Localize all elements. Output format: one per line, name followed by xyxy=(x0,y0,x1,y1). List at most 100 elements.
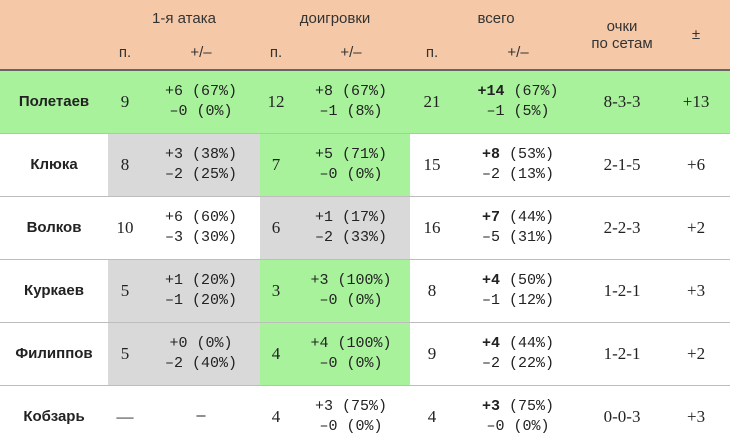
total-count: 16 xyxy=(410,195,455,259)
total-plus: +3 (75%) xyxy=(454,397,582,417)
header-sub-n: п. xyxy=(269,44,283,61)
plus-minus-total: +13 xyxy=(662,69,730,133)
total-minus: –1 (5%) xyxy=(486,102,550,120)
digs-plus: +8 (67%) xyxy=(315,82,388,100)
digs-plus: +3 (100%) xyxy=(310,271,392,289)
attack-plus: +3 (38%) xyxy=(165,145,238,163)
player-name: Кобзарь xyxy=(0,384,108,448)
digs-plus-minus: +3 (75%) –0 (0%) xyxy=(292,384,411,448)
attack-minus: –2 (25%) xyxy=(165,165,238,183)
player-name: Полетаев xyxy=(0,69,108,133)
total-minus: –1 (12%) xyxy=(482,291,555,309)
plus-minus-total: +3 xyxy=(662,384,730,448)
total-plus-percent: (44%) xyxy=(500,208,555,226)
set-points: 1-2-1 xyxy=(582,258,663,322)
digs-minus: –1 (8%) xyxy=(319,102,383,120)
header-first-attack: 1-я атака xyxy=(152,9,216,27)
total-plus-percent: (53%) xyxy=(500,145,555,163)
header-row-groups: 1-я атака доигровки всего очки по сетам … xyxy=(0,0,730,52)
total-plus-percent: (75%) xyxy=(500,397,555,415)
table-row: Клюка 8 +3 (38%) –2 (25%) 7 +5 (71%) –0 … xyxy=(0,132,730,196)
digs-plus: +4 (100%) xyxy=(310,334,392,352)
plus-minus-total: +3 xyxy=(662,258,730,322)
total-plus-value: +4 xyxy=(482,334,501,352)
digs-minus: –0 (0%) xyxy=(319,291,383,309)
header-blank-2 xyxy=(0,36,108,70)
table-body: Полетаев 9 +6 (67%) –0 (0%) 12 +8 (67%) … xyxy=(0,69,730,448)
digs-count: 4 xyxy=(260,384,293,448)
attack-plus-minus: +6 (60%) –3 (30%) xyxy=(142,195,261,259)
digs-plus: +3 (75%) xyxy=(315,397,388,415)
player-name: Куркаев xyxy=(0,258,108,322)
attack-plus-minus: +0 (0%) –2 (40%) xyxy=(142,321,261,385)
attack-plus-minus: +3 (38%) –2 (25%) xyxy=(142,132,261,196)
set-points: 2-2-3 xyxy=(582,195,663,259)
player-name: Волков xyxy=(0,195,108,259)
plus-minus-total: +2 xyxy=(662,195,730,259)
attack-count: — xyxy=(108,384,142,448)
digs-plus-minus: +5 (71%) –0 (0%) xyxy=(292,132,411,196)
digs-plus-minus: +3 (100%) –0 (0%) xyxy=(292,258,411,322)
digs-plus: +5 (71%) xyxy=(315,145,388,163)
attack-minus: –0 (0%) xyxy=(169,102,233,120)
table-row: Кобзарь — — 4 +3 (75%) –0 (0%) 4 +3 (75%… xyxy=(0,384,730,448)
header-sub-pm: +/– xyxy=(340,44,362,61)
total-minus: –2 (22%) xyxy=(482,354,555,372)
table-row: Филиппов 5 +0 (0%) –2 (40%) 4 +4 (100%) … xyxy=(0,321,730,385)
digs-plus-minus: +1 (17%) –2 (33%) xyxy=(292,195,411,259)
total-plus-value: +7 xyxy=(482,208,501,226)
total-plus: +4 (44%) xyxy=(454,334,582,354)
attack-plus: +6 (60%) xyxy=(165,208,238,226)
total-plus-percent: (67%) xyxy=(504,82,559,100)
attack-plus-minus: +6 (67%) –0 (0%) xyxy=(142,69,261,133)
header-sub-pm: +/– xyxy=(507,44,529,61)
total-plus-value: +8 xyxy=(482,145,501,163)
digs-minus: –0 (0%) xyxy=(319,417,383,435)
player-name: Филиппов xyxy=(0,321,108,385)
total-minus: –5 (31%) xyxy=(482,228,555,246)
total-count: 9 xyxy=(410,321,455,385)
total-plus: +7 (44%) xyxy=(454,208,582,228)
header-sub-n: п. xyxy=(118,44,132,61)
digs-plus: +1 (17%) xyxy=(315,208,388,226)
attack-plus: +0 (0%) xyxy=(169,334,233,352)
total-plus-minus: +4 (50%) –1 (12%) xyxy=(454,258,583,322)
total-plus-minus: +4 (44%) –2 (22%) xyxy=(454,321,583,385)
total-plus-percent: (44%) xyxy=(500,334,555,352)
digs-minus: –0 (0%) xyxy=(319,165,383,183)
total-minus: –0 (0%) xyxy=(486,417,550,435)
attack-plus: — xyxy=(196,407,206,425)
table-row: Полетаев 9 +6 (67%) –0 (0%) 12 +8 (67%) … xyxy=(0,69,730,133)
player-name: Клюка xyxy=(0,132,108,196)
attack-plus-minus: — xyxy=(142,384,261,448)
digs-plus-minus: +8 (67%) –1 (8%) xyxy=(292,69,411,133)
table-row: Волков 10 +6 (60%) –3 (30%) 6 +1 (17%) –… xyxy=(0,195,730,259)
total-plus-value: +3 xyxy=(482,397,501,415)
attack-count: 10 xyxy=(108,195,142,259)
attack-count: 9 xyxy=(108,69,142,133)
total-plus-value: +14 xyxy=(477,82,505,100)
total-plus: +14 (67%) xyxy=(454,82,582,102)
total-count: 8 xyxy=(410,258,455,322)
total-plus-minus: +3 (75%) –0 (0%) xyxy=(454,384,583,448)
attack-count: 5 xyxy=(108,258,142,322)
header-sub-n: п. xyxy=(425,44,439,61)
attack-count: 5 xyxy=(108,321,142,385)
header-set-points: очки по сетам xyxy=(582,0,662,70)
total-plus-value: +4 xyxy=(482,271,501,289)
table-header: 1-я атака доигровки всего очки по сетам … xyxy=(0,0,730,70)
plus-minus-total: +6 xyxy=(662,132,730,196)
total-plus: +4 (50%) xyxy=(454,271,582,291)
digs-plus-minus: +4 (100%) –0 (0%) xyxy=(292,321,411,385)
header-plus-minus: ± xyxy=(691,26,701,43)
digs-minus: –2 (33%) xyxy=(315,228,388,246)
total-plus-minus: +8 (53%) –2 (13%) xyxy=(454,132,583,196)
header-sub-pm: +/– xyxy=(190,44,212,61)
set-points: 2-1-5 xyxy=(582,132,663,196)
attack-minus: –3 (30%) xyxy=(165,228,238,246)
header-digs: доигровки xyxy=(299,9,371,27)
total-count: 4 xyxy=(410,384,455,448)
header-blank xyxy=(0,0,108,36)
